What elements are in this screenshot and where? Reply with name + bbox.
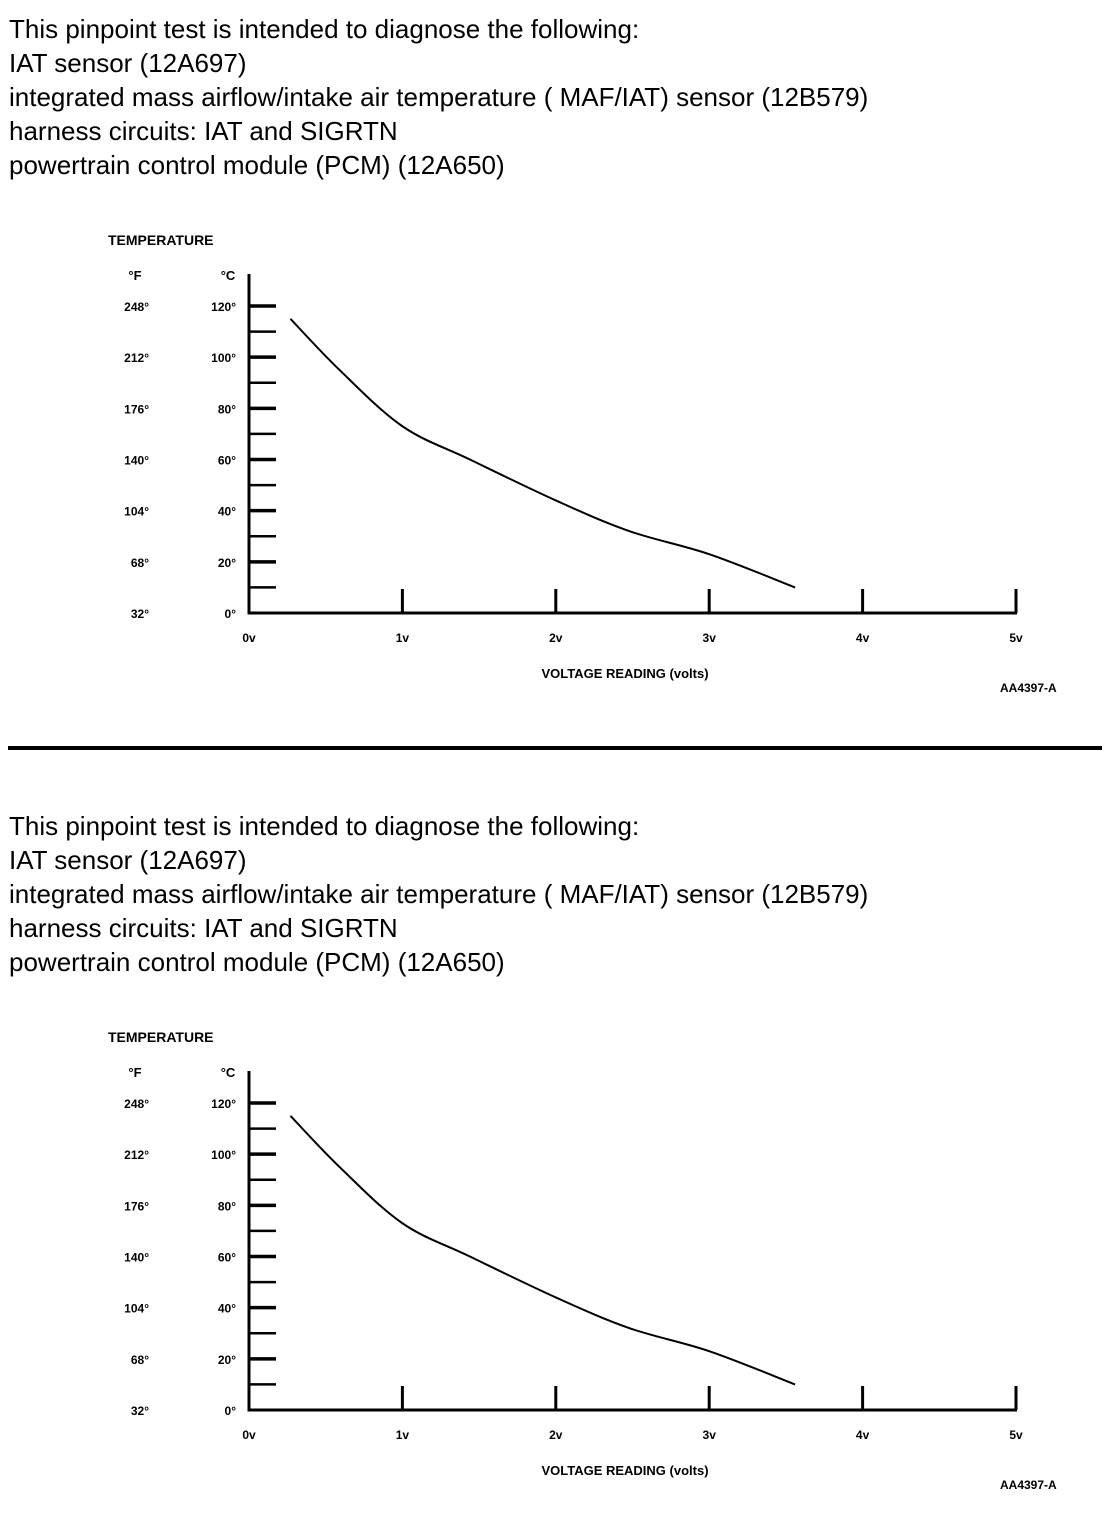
y-tick-label-f: 248° bbox=[124, 300, 149, 314]
y-tick-label-f: 176° bbox=[124, 1199, 149, 1213]
y-tick-label-c: 80° bbox=[218, 1199, 236, 1213]
y-tick-label-c: 0° bbox=[225, 1404, 237, 1418]
y-tick-label-f: 68° bbox=[131, 1353, 149, 1367]
y-tick-label-f: 104° bbox=[124, 1302, 149, 1316]
y-tick-label-f: 212° bbox=[124, 1148, 149, 1162]
y-tick-label-c: 20° bbox=[218, 556, 236, 570]
y-tick-label-c: 80° bbox=[218, 402, 236, 416]
unit-label-c: °C bbox=[221, 268, 236, 283]
x-tick-label: 3v bbox=[703, 1428, 717, 1442]
x-tick-label: 2v bbox=[549, 631, 563, 645]
y-tick-label-f: 104° bbox=[124, 505, 149, 519]
y-tick-label-c: 20° bbox=[218, 1353, 236, 1367]
y-axis-title: TEMPERATURE bbox=[108, 232, 214, 248]
x-tick-label: 3v bbox=[703, 631, 717, 645]
y-tick-label-f: 176° bbox=[124, 402, 149, 416]
y-tick-label-c: 0° bbox=[225, 607, 237, 621]
y-tick-label-f: 248° bbox=[124, 1097, 149, 1111]
y-tick-label-f: 140° bbox=[124, 1251, 149, 1265]
x-tick-label: 0v bbox=[242, 1428, 256, 1442]
x-tick-label: 5v bbox=[1009, 631, 1023, 645]
y-tick-label-c: 40° bbox=[218, 1302, 236, 1316]
y-tick-label-c: 120° bbox=[211, 300, 236, 314]
y-tick-label-f: 212° bbox=[124, 351, 149, 365]
section-2: This pinpoint test is intended to diagno… bbox=[0, 797, 1120, 1537]
section-1: This pinpoint test is intended to diagno… bbox=[0, 0, 1120, 740]
y-tick-label-f: 32° bbox=[131, 607, 149, 621]
x-axis-title: VOLTAGE READING (volts) bbox=[541, 666, 708, 681]
y-tick-label-f: 140° bbox=[124, 454, 149, 468]
temperature-voltage-chart: TEMPERATURE °F °C 0° 32° 20° 68° 40° 104° 60° 140°… bbox=[0, 0, 1120, 740]
unit-label-c: °C bbox=[221, 1065, 236, 1080]
figure-code: AA4397-A bbox=[1000, 1478, 1057, 1492]
unit-label-f: °F bbox=[128, 1065, 141, 1080]
x-tick-label: 2v bbox=[549, 1428, 563, 1442]
y-tick-label-c: 120° bbox=[211, 1097, 236, 1111]
x-tick-label: 1v bbox=[396, 1428, 410, 1442]
x-tick-label: 5v bbox=[1009, 1428, 1023, 1442]
figure-code: AA4397-A bbox=[1000, 681, 1057, 695]
temperature-curve bbox=[290, 1116, 795, 1385]
x-tick-label: 1v bbox=[396, 631, 410, 645]
unit-label-f: °F bbox=[128, 268, 141, 283]
section-divider bbox=[8, 746, 1102, 750]
y-tick-label-c: 100° bbox=[211, 351, 236, 365]
temperature-voltage-chart: TEMPERATURE °F °C 0° 32° 20° 68° 40° 104° 60° 140°… bbox=[0, 797, 1120, 1537]
y-tick-label-c: 100° bbox=[211, 1148, 236, 1162]
temperature-curve bbox=[290, 319, 795, 588]
x-tick-label: 4v bbox=[856, 631, 870, 645]
y-axis-title: TEMPERATURE bbox=[108, 1029, 214, 1045]
y-tick-label-f: 32° bbox=[131, 1404, 149, 1418]
x-tick-label: 0v bbox=[242, 631, 256, 645]
y-tick-label-c: 40° bbox=[218, 505, 236, 519]
x-tick-label: 4v bbox=[856, 1428, 870, 1442]
y-tick-label-c: 60° bbox=[218, 1251, 236, 1265]
y-tick-label-f: 68° bbox=[131, 556, 149, 570]
y-tick-label-c: 60° bbox=[218, 454, 236, 468]
x-axis-title: VOLTAGE READING (volts) bbox=[541, 1463, 708, 1478]
